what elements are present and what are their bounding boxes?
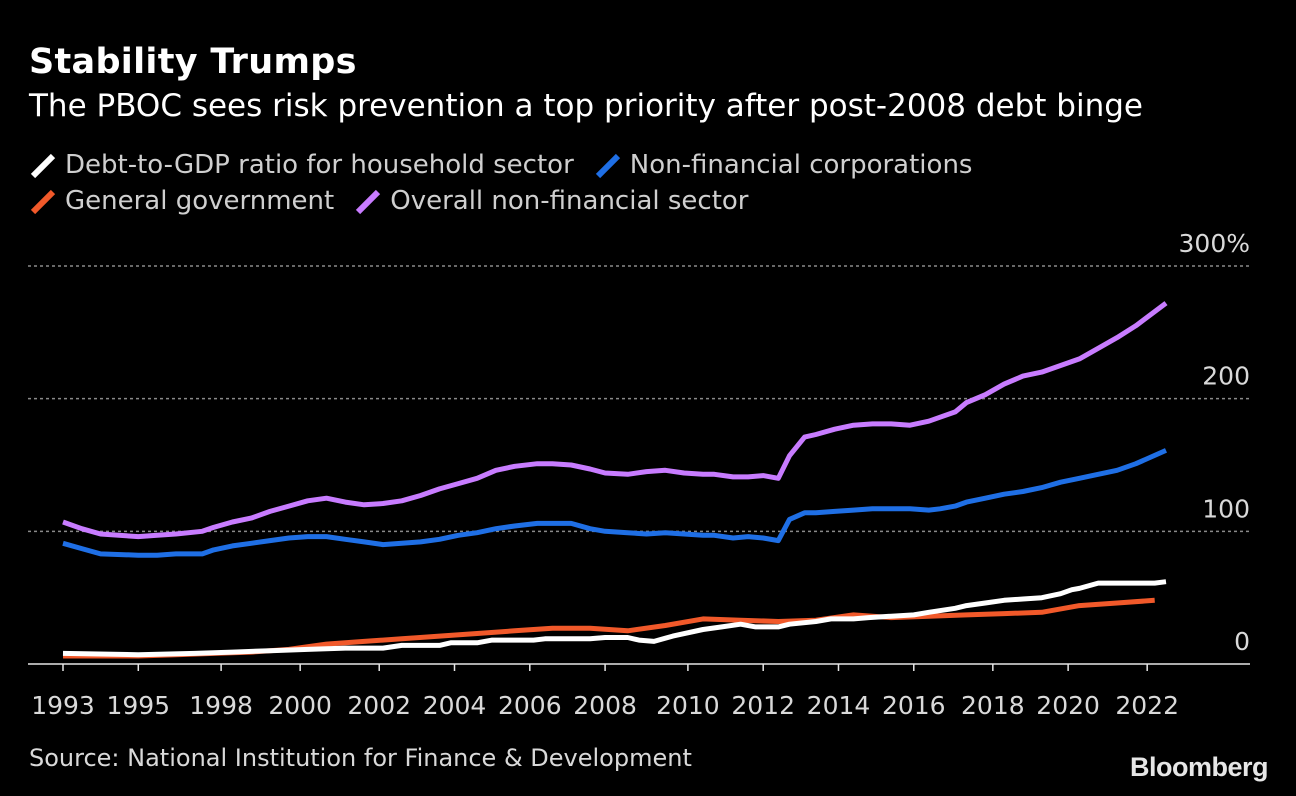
y-tick-label: 300%	[1179, 229, 1250, 258]
legend-row: General government Overall non-financial…	[29, 183, 1229, 219]
series-line-government	[63, 597, 1155, 659]
legend-row: Debt-to-GDP ratio for household sector N…	[29, 147, 1229, 183]
x-tick-label: 1993	[31, 691, 95, 720]
series-line-household	[62, 579, 1167, 658]
legend-label-corporations: Non-financial corporations	[629, 150, 973, 180]
y-tick-label: 100	[1202, 494, 1250, 523]
chart-title: Stability Trumps	[29, 42, 357, 82]
legend-label-government: General government	[65, 186, 335, 216]
series-line-corporations	[62, 448, 1168, 558]
legend-item-government: General government	[29, 186, 334, 216]
x-tick-label: 2022	[1115, 691, 1179, 720]
x-tick-label: 2008	[573, 691, 637, 720]
legend-item-household: Debt-to-GDP ratio for household sector	[29, 150, 574, 180]
legend-swatch-corporations	[595, 153, 620, 179]
x-tick-label: 2012	[731, 691, 795, 720]
x-tick-label: 2016	[882, 691, 946, 720]
x-tick-label: 2004	[423, 691, 487, 720]
x-tick-label: 2006	[498, 691, 562, 720]
legend-swatch-overall	[356, 189, 381, 215]
x-tick-label: 2020	[1036, 691, 1100, 720]
legend-item-corporations: Non-financial corporations	[594, 150, 973, 180]
x-tick-label: 2002	[347, 691, 411, 720]
y-tick-label: 200	[1202, 362, 1250, 391]
legend-swatch-household	[30, 153, 56, 179]
legend-swatch-government	[30, 189, 56, 215]
y-tick-label: 0	[1234, 627, 1250, 656]
chart-subtitle: The PBOC sees risk prevention a top prio…	[29, 88, 1143, 124]
x-tick-label: 2000	[268, 691, 332, 720]
x-tick-label: 1998	[189, 691, 253, 720]
legend-item-overall: Overall non-financial sector	[354, 186, 749, 216]
x-tick-label: 2018	[961, 691, 1025, 720]
bloomberg-logo: Bloomberg	[1129, 752, 1269, 782]
series-line-overall	[62, 301, 1168, 540]
x-tick-label: 2014	[807, 691, 871, 720]
x-tick-label: 1995	[106, 691, 170, 720]
legend-label-household: Debt-to-GDP ratio for household sector	[65, 150, 574, 180]
chart-legend: Debt-to-GDP ratio for household sector N…	[29, 147, 1229, 219]
legend-label-overall: Overall non-financial sector	[390, 186, 749, 216]
x-tick-label: 2010	[656, 691, 720, 720]
source-note: Source: National Institution for Finance…	[29, 744, 692, 772]
